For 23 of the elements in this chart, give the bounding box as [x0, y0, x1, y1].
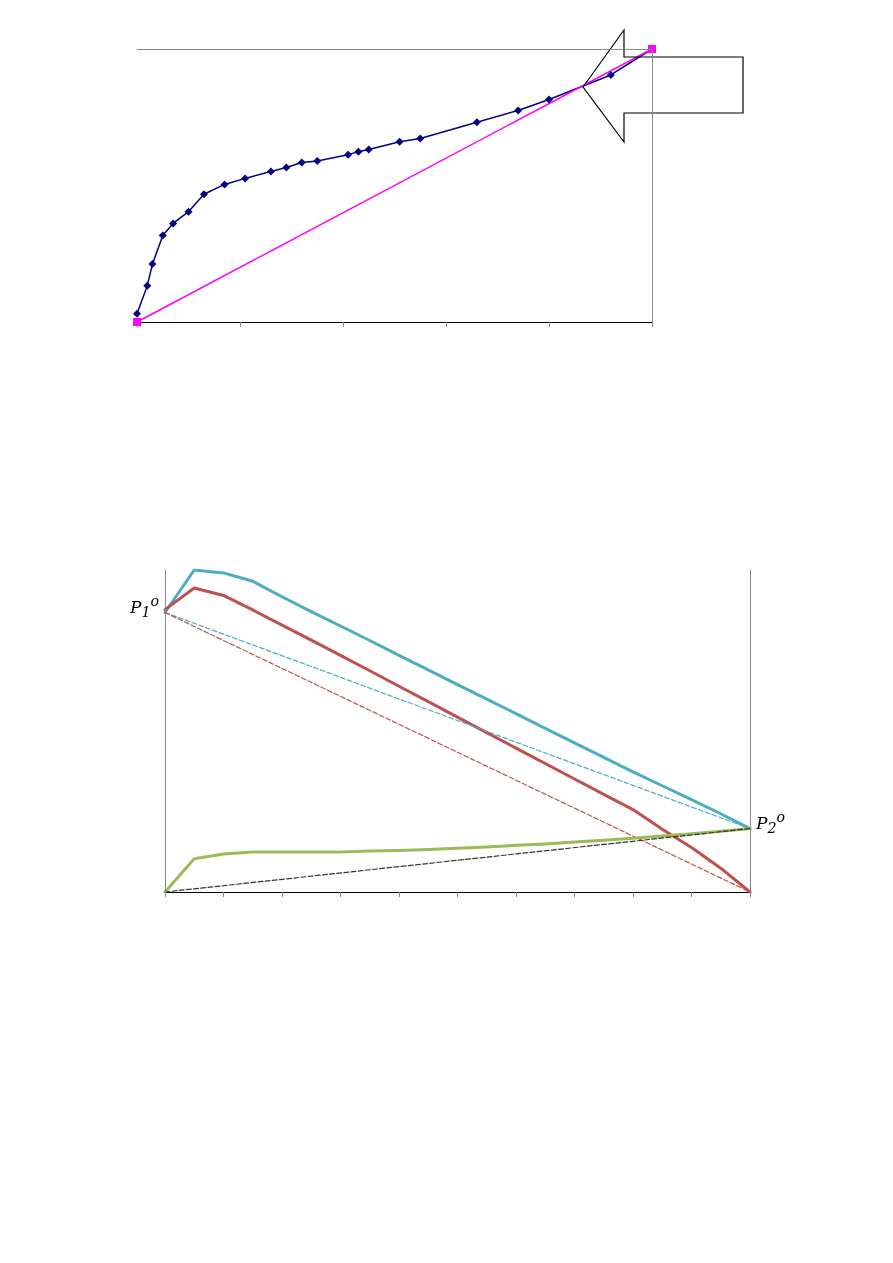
point	[158, 231, 167, 240]
point	[133, 318, 141, 326]
point	[472, 118, 481, 127]
point	[545, 95, 553, 104]
point	[313, 156, 322, 165]
point	[148, 260, 157, 269]
point	[184, 207, 193, 216]
point	[199, 190, 208, 199]
point	[297, 158, 306, 167]
point	[514, 106, 523, 115]
point	[133, 309, 141, 318]
point	[241, 174, 250, 183]
point	[606, 70, 615, 79]
point	[395, 137, 404, 146]
point	[220, 180, 229, 189]
point	[344, 150, 353, 159]
point	[364, 145, 373, 154]
point	[282, 163, 291, 172]
point	[143, 281, 152, 290]
point	[416, 134, 425, 143]
point	[169, 219, 178, 228]
point	[266, 167, 275, 176]
point	[354, 147, 363, 156]
